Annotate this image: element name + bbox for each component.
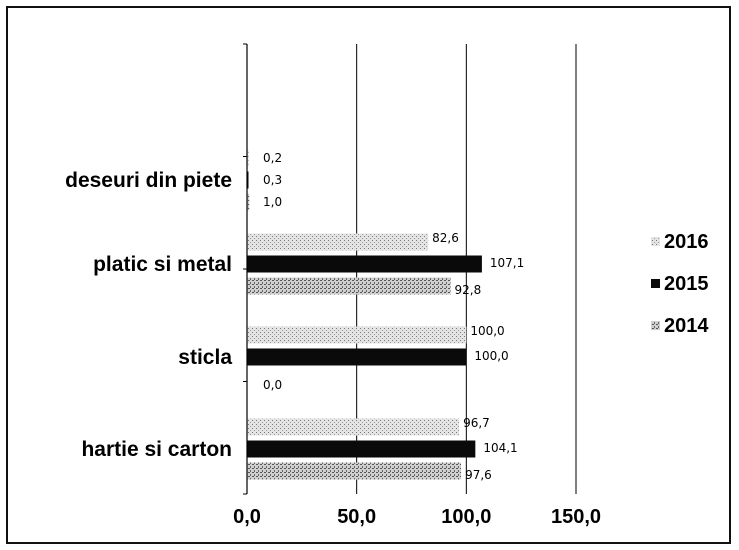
bar-2015 xyxy=(247,440,476,458)
bar-2016 xyxy=(247,326,467,344)
data-label-2016: 82,6 xyxy=(432,231,459,245)
data-label-2014: 0,0 xyxy=(263,378,282,392)
legend-swatch-2015 xyxy=(651,279,660,288)
bar-2015 xyxy=(247,171,249,189)
legend-label-2016: 2016 xyxy=(664,231,709,253)
data-label-2014: 1,0 xyxy=(263,195,282,209)
axes xyxy=(243,43,248,495)
bars xyxy=(247,149,482,480)
bar-2016 xyxy=(247,149,249,167)
bar-chart: 0,0 50,0 100,0 150,0 hartie si carton 96,7 104… xyxy=(65,43,709,528)
legend-label-2015: 2015 xyxy=(664,273,709,295)
x-tick-label: 50,0 xyxy=(337,506,376,528)
data-label-2015: 107,1 xyxy=(490,256,524,270)
category-label: platic si metal xyxy=(93,253,232,276)
chart-frame: 0,0 50,0 100,0 150,0 hartie si carton 96,7 104… xyxy=(6,6,731,544)
bar-2015 xyxy=(247,255,482,273)
data-label-2016: 100,0 xyxy=(470,324,504,338)
x-tick-label: 0,0 xyxy=(233,506,261,528)
x-tick-label: 100,0 xyxy=(441,506,491,528)
data-label-2016: 0,2 xyxy=(263,151,282,165)
labels: 0,0 50,0 100,0 150,0 hartie si carton 96,7 104… xyxy=(65,151,601,528)
bar-2015 xyxy=(247,348,467,366)
legend-label-2014: 2014 xyxy=(664,315,709,337)
legend: 2016 2015 2014 xyxy=(651,231,709,337)
bar-2014 xyxy=(247,462,462,480)
legend-swatch-2014 xyxy=(651,321,660,330)
bar-2014 xyxy=(247,277,451,295)
data-label-2015: 100,0 xyxy=(474,349,508,363)
category-label: sticla xyxy=(178,346,232,369)
data-label-2016: 96,7 xyxy=(463,416,490,430)
legend-swatch-2016 xyxy=(651,237,660,246)
x-tick-label: 150,0 xyxy=(551,506,601,528)
category-label: deseuri din piete xyxy=(65,169,232,192)
data-label-2014: 97,6 xyxy=(465,468,492,482)
bar-2014 xyxy=(247,193,250,211)
bar-2016 xyxy=(247,418,460,436)
data-label-2014: 92,8 xyxy=(455,283,482,297)
data-label-2015: 104,1 xyxy=(483,441,517,455)
bar-2016 xyxy=(247,233,429,251)
category-label: hartie si carton xyxy=(81,438,232,461)
data-label-2015: 0,3 xyxy=(263,173,282,187)
